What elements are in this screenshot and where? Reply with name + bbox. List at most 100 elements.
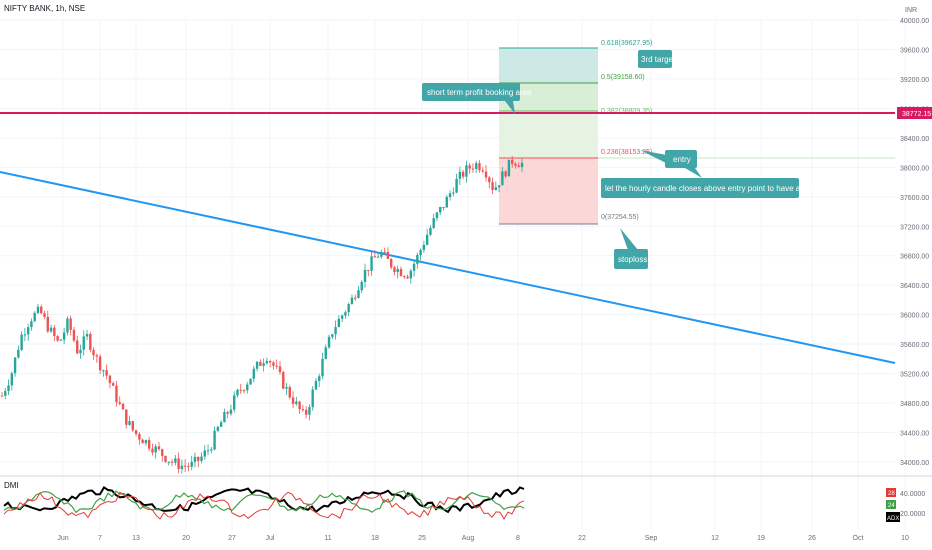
candle-body bbox=[504, 171, 507, 177]
candle-body bbox=[265, 361, 269, 364]
fib-retracement[interactable]: 0.618(39627.95) 0.5(39158.60) 0.382(3880… bbox=[499, 40, 895, 225]
candle-body bbox=[458, 171, 462, 179]
candle-body bbox=[105, 370, 108, 376]
candle-body bbox=[337, 318, 341, 328]
callout-entry[interactable]: entry bbox=[640, 150, 702, 178]
callout-stoploss-text: stoploss bbox=[618, 255, 647, 264]
time-tick-label: 19 bbox=[757, 535, 765, 542]
time-axis[interactable]: Jun 7 13 20 27 Jul 11 18 25 Aug 8 22 Sep 12 19 26 Oct 10 bbox=[57, 535, 909, 542]
candle-body bbox=[20, 334, 23, 350]
candle-body bbox=[147, 440, 151, 449]
trend-line[interactable] bbox=[0, 171, 896, 364]
candle-body bbox=[455, 178, 458, 193]
minus-di-badge-text: 28 bbox=[888, 491, 895, 497]
candle-body bbox=[239, 389, 242, 391]
candle-body bbox=[144, 440, 148, 444]
minus-di-line bbox=[3, 491, 525, 520]
time-tick-label: 8 bbox=[516, 535, 520, 542]
candle-body bbox=[213, 430, 216, 450]
price-axis[interactable]: 40000.0039600.0039200.0038800.0038400.00… bbox=[900, 18, 929, 518]
candle-body bbox=[59, 339, 63, 341]
candle-body bbox=[497, 185, 501, 188]
candle-body bbox=[111, 383, 115, 386]
symbol-title[interactable]: NIFTY BANK, 1h, NSE bbox=[4, 4, 86, 13]
candle-body bbox=[200, 456, 203, 461]
candle-body bbox=[432, 218, 435, 228]
candle-body bbox=[304, 409, 308, 415]
time-tick-label: Sep bbox=[645, 535, 658, 542]
callout-stoploss[interactable]: stoploss bbox=[614, 228, 648, 269]
candle-body bbox=[471, 168, 475, 170]
price-tick-label: 37600.00 bbox=[900, 195, 929, 202]
adx-badge-text: ADX bbox=[887, 516, 899, 522]
adx-line bbox=[3, 485, 525, 514]
time-tick-label: 13 bbox=[132, 535, 140, 542]
candle-body bbox=[13, 357, 17, 374]
candle-body bbox=[102, 370, 105, 372]
candle-body bbox=[46, 316, 49, 332]
price-tick-label: 40000.00 bbox=[900, 18, 929, 25]
candle-body bbox=[376, 256, 380, 258]
candle-body bbox=[484, 171, 488, 178]
dmi-panel: 28 24 ADX bbox=[0, 475, 932, 522]
time-tick-label: Jun bbox=[57, 535, 68, 542]
candle-body bbox=[295, 401, 298, 404]
candle-body bbox=[249, 378, 252, 385]
candle-body bbox=[461, 171, 465, 177]
time-tick-label: 7 bbox=[98, 535, 102, 542]
candle-body bbox=[4, 391, 7, 396]
candle-body bbox=[386, 251, 390, 259]
candle-body bbox=[131, 421, 135, 431]
candle-body bbox=[115, 385, 118, 403]
price-tick-label: 37200.00 bbox=[900, 224, 929, 231]
candle-body bbox=[95, 355, 99, 357]
candle-body bbox=[125, 409, 128, 425]
dmi-indicator-title[interactable]: DMI bbox=[4, 481, 19, 490]
candle-body bbox=[350, 297, 354, 305]
candle-body bbox=[89, 333, 92, 350]
svg-text:38772.15: 38772.15 bbox=[902, 111, 931, 118]
candle-body bbox=[268, 361, 272, 363]
candle-body bbox=[301, 409, 305, 411]
time-tick-label: 22 bbox=[578, 535, 586, 542]
candle-body bbox=[40, 306, 43, 314]
candle-body bbox=[363, 269, 367, 282]
candle-body bbox=[373, 256, 377, 258]
fib-label-0: 0(37254.55) bbox=[601, 214, 639, 221]
candle-body bbox=[262, 363, 265, 366]
price-tick-label: 38000.00 bbox=[900, 165, 929, 172]
candle-body bbox=[154, 446, 157, 453]
candle-body bbox=[226, 412, 229, 414]
candle-body bbox=[429, 227, 432, 235]
callout-entry-text: entry bbox=[673, 155, 691, 164]
candle-body bbox=[141, 439, 144, 444]
candle-body bbox=[475, 163, 478, 169]
candle-body bbox=[210, 449, 213, 451]
price-tick-label: 36800.00 bbox=[900, 254, 929, 261]
callout-profit-booking[interactable]: short term profit booking area bbox=[422, 83, 532, 114]
candle-body bbox=[442, 206, 445, 208]
candle-body bbox=[409, 270, 413, 279]
dmi-tick-label: 40.0000 bbox=[900, 491, 925, 498]
candle-body bbox=[157, 446, 161, 450]
candle-body bbox=[121, 403, 125, 410]
callout-rule[interactable]: let the hourly candle closes above entry… bbox=[601, 178, 843, 198]
candle-body bbox=[33, 312, 36, 322]
minus-di-badge bbox=[886, 488, 896, 497]
candle-body bbox=[334, 327, 337, 335]
candle-body bbox=[56, 336, 59, 341]
candle-body bbox=[49, 327, 53, 332]
candle-body bbox=[161, 449, 164, 456]
time-tick-label: 20 bbox=[182, 535, 190, 542]
candle-body bbox=[389, 258, 393, 268]
candle-body bbox=[327, 336, 331, 348]
plus-di-badge-text: 24 bbox=[888, 503, 895, 509]
candle-body bbox=[98, 356, 102, 371]
candle-body bbox=[354, 297, 357, 299]
price-tick-label: 36400.00 bbox=[900, 283, 929, 290]
candle-body bbox=[445, 197, 448, 208]
fib-label-05: 0.5(39158.60) bbox=[601, 74, 645, 81]
candlestick-series bbox=[0, 155, 524, 474]
candle-body bbox=[501, 171, 504, 186]
callout-3rd-target[interactable]: 3rd target bbox=[638, 50, 676, 68]
